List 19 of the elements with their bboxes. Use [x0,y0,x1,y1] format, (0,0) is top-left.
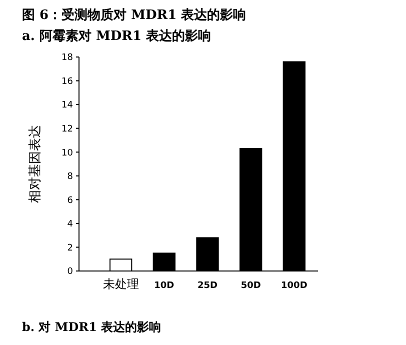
x-tick-label: 未处理 [102,277,139,291]
x-tick-label: 100D [281,281,308,291]
y-tick-label: 10 [62,148,74,158]
x-tick-label: 25D [198,281,218,291]
x-tick-label: 10D [154,281,174,291]
y-tick-label: 4 [67,220,74,230]
chart-title: 图 6：受测物质对 MDR1 表达的影响 [22,7,246,23]
y-axis-title: 相对基因表达 [28,125,43,203]
y-tick-label: 16 [62,76,74,87]
y-tick-label: 14 [62,100,74,111]
y-tick-label: 18 [62,53,74,64]
y-tick-label: 0 [67,267,74,278]
y-tick-label: 6 [67,196,74,206]
y-tick-label: 8 [67,172,74,182]
chart-subtitle: a. 阿霉素对 MDR1 表达的影响 [22,28,212,44]
text: b. 对 MDR1 表达的影响 [22,320,162,334]
y-tick-label: 2 [67,243,73,254]
y-tick-label: 12 [62,124,73,134]
x-tick-label: 50D [240,281,261,291]
